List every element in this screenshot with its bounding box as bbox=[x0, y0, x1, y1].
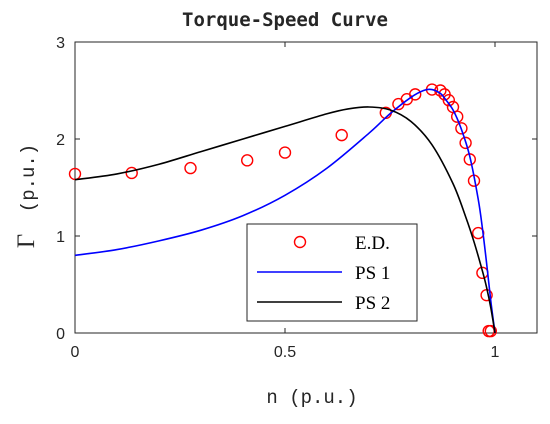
x-tick-label: 0.5 bbox=[274, 344, 296, 361]
data-point-e-d bbox=[335, 128, 348, 142]
legend-label-e-d: E.D. bbox=[355, 233, 390, 254]
x-tick-label: 0 bbox=[71, 344, 80, 361]
data-point-e-d bbox=[278, 146, 292, 159]
legend-swatch-e-d bbox=[293, 235, 307, 249]
y-tick-label: 3 bbox=[56, 35, 65, 52]
legend-label-ps-1: PS 1 bbox=[355, 263, 390, 284]
plot-frame bbox=[74, 41, 538, 334]
x-tick-label: 1 bbox=[491, 344, 500, 361]
data-point-e-d bbox=[451, 110, 464, 123]
legend-label-ps-2: PS 2 bbox=[355, 293, 390, 314]
series-line-ps-1 bbox=[74, 88, 496, 334]
x-axis-label: n (p.u.) bbox=[266, 387, 357, 409]
chart-title: Torque-Speed Curve bbox=[182, 9, 388, 31]
data-point-e-d bbox=[125, 166, 138, 180]
y-tick-label: 2 bbox=[56, 132, 65, 149]
data-point-e-d bbox=[184, 161, 197, 175]
data-point-e-d bbox=[455, 122, 468, 135]
y-tick-label: 0 bbox=[56, 326, 65, 343]
y-tick-label: 1 bbox=[56, 229, 65, 246]
data-point-e-d bbox=[484, 324, 497, 338]
series-line-ps-2 bbox=[74, 106, 496, 334]
data-point-e-d bbox=[409, 88, 422, 101]
data-point-e-d bbox=[240, 154, 254, 167]
data-point-e-d bbox=[459, 136, 472, 150]
y-axis-label-unit: (p.u.) bbox=[18, 144, 40, 212]
y-axis-label-symbol: Γ bbox=[13, 234, 40, 248]
data-point-e-d bbox=[442, 93, 455, 107]
